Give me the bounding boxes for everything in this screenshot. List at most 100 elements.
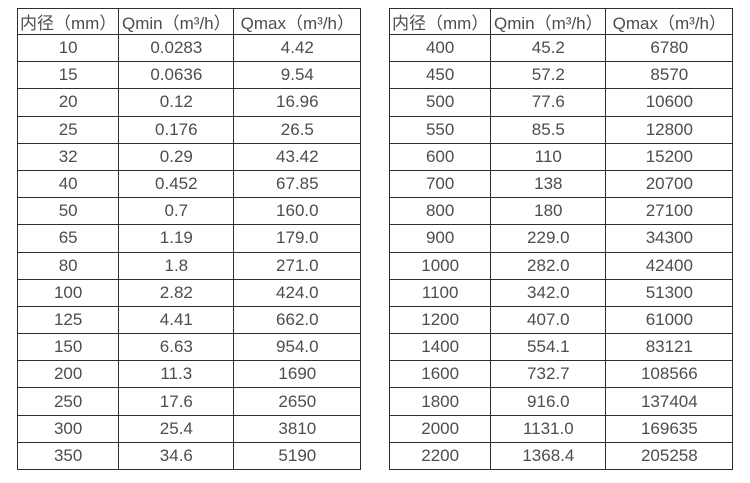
table-cell: 3810 [233,414,362,443]
table-cell: 2.82 [118,278,235,307]
table-cell: 137404 [605,387,734,416]
table-cell: 20 [16,88,120,117]
flow-range-table-right: 内径（mm） Qmin（m³/h） Qmax（m³/h） 400 45.2 6780… [388,8,734,471]
table-row: 1000 282.0 42400 [388,251,734,280]
table-row: 350 34.6 5190 [16,441,362,471]
table-cell: 27100 [605,197,734,226]
table-cell: 61000 [605,305,734,335]
table-cell: 43.42 [233,142,362,171]
table-row: 300 25.4 3810 [16,414,362,443]
table-cell: 8570 [605,61,734,90]
table-cell: 0.452 [118,169,235,199]
table-cell: 1800 [388,387,492,416]
table-cell: 916.0 [490,387,607,416]
header-qmin: Qmin（m³/h） [118,8,235,35]
table-cell: 550 [388,115,492,144]
table-cell: 0.0283 [118,33,235,63]
table-row: 700 138 20700 [388,169,734,199]
table-cell: 45.2 [490,33,607,63]
table-cell: 15200 [605,142,734,171]
table-cell: 85.5 [490,115,607,144]
table-cell: 9.54 [233,61,362,90]
header-qmax: Qmax（m³/h） [233,8,362,35]
table-row: 450 57.2 8570 [388,61,734,90]
table-row: 65 1.19 179.0 [16,224,362,253]
header-inner-diameter: 内径（mm） [16,8,120,35]
table-row: 1200 407.0 61000 [388,305,734,335]
header-row: 内径（mm） Qmin（m³/h） Qmax（m³/h） [16,8,362,35]
table-row: 2200 1368.4 205258 [388,441,734,471]
table-cell: 450 [388,61,492,90]
table-row: 125 4.41 662.0 [16,305,362,335]
table-cell: 180 [490,197,607,226]
table-row: 900 229.0 34300 [388,224,734,253]
table-cell: 407.0 [490,305,607,335]
table-cell: 25.4 [118,414,235,443]
table-cell: 350 [16,441,120,471]
table-row: 80 1.8 271.0 [16,251,362,280]
table-cell: 179.0 [233,224,362,253]
table-cell: 424.0 [233,278,362,307]
table-cell: 300 [16,414,120,443]
table-cell: 2000 [388,414,492,443]
table-cell: 50 [16,197,120,226]
table-row: 400 45.2 6780 [388,33,734,63]
table-row: 250 17.6 2650 [16,387,362,416]
table-cell: 2200 [388,441,492,471]
table-cell: 662.0 [233,305,362,335]
table-header: 内径（mm） Qmin（m³/h） Qmax（m³/h） [388,8,734,35]
table-cell: 1.8 [118,251,235,280]
table-cell: 500 [388,88,492,117]
table-cell: 108566 [605,360,734,389]
table-cell: 10 [16,33,120,63]
table-cell: 200 [16,360,120,389]
table-row: 15 0.0636 9.54 [16,61,362,90]
table-cell: 0.176 [118,115,235,144]
table-cell: 67.85 [233,169,362,199]
table-row: 150 6.63 954.0 [16,333,362,362]
table-cell: 110 [490,142,607,171]
table-cell: 1400 [388,333,492,362]
table-cell: 1100 [388,278,492,307]
table-body: 400 45.2 6780 450 57.2 8570 500 77.6 10600 550 85.… [388,33,734,471]
table-cell: 10600 [605,88,734,117]
table-row: 50 0.7 160.0 [16,197,362,226]
table-cell: 250 [16,387,120,416]
table-cell: 1000 [388,251,492,280]
table-cell: 169635 [605,414,734,443]
table-row: 100 2.82 424.0 [16,278,362,307]
table-cell: 16.96 [233,88,362,117]
table-row: 10 0.0283 4.42 [16,33,362,63]
table-cell: 51300 [605,278,734,307]
table-cell: 20700 [605,169,734,199]
table-cell: 554.1 [490,333,607,362]
table-cell: 1600 [388,360,492,389]
table-cell: 1200 [388,305,492,335]
table-cell: 57.2 [490,61,607,90]
table-row: 32 0.29 43.42 [16,142,362,171]
table-cell: 4.42 [233,33,362,63]
table-cell: 0.12 [118,88,235,117]
table-cell: 1368.4 [490,441,607,471]
table-cell: 80 [16,251,120,280]
table-cell: 1.19 [118,224,235,253]
table-cell: 83121 [605,333,734,362]
table-cell: 342.0 [490,278,607,307]
table-cell: 100 [16,278,120,307]
table-cell: 6780 [605,33,734,63]
table-cell: 1690 [233,360,362,389]
table-cell: 900 [388,224,492,253]
table-cell: 282.0 [490,251,607,280]
table-cell: 77.6 [490,88,607,117]
table-cell: 125 [16,305,120,335]
table-cell: 954.0 [233,333,362,362]
table-cell: 271.0 [233,251,362,280]
table-cell: 32 [16,142,120,171]
table-row: 200 11.3 1690 [16,360,362,389]
table-cell: 42400 [605,251,734,280]
header-qmax: Qmax（m³/h） [605,8,734,35]
table-body: 10 0.0283 4.42 15 0.0636 9.54 20 0.12 16.96 25 0.1… [16,33,362,471]
table-cell: 732.7 [490,360,607,389]
table-cell: 12800 [605,115,734,144]
